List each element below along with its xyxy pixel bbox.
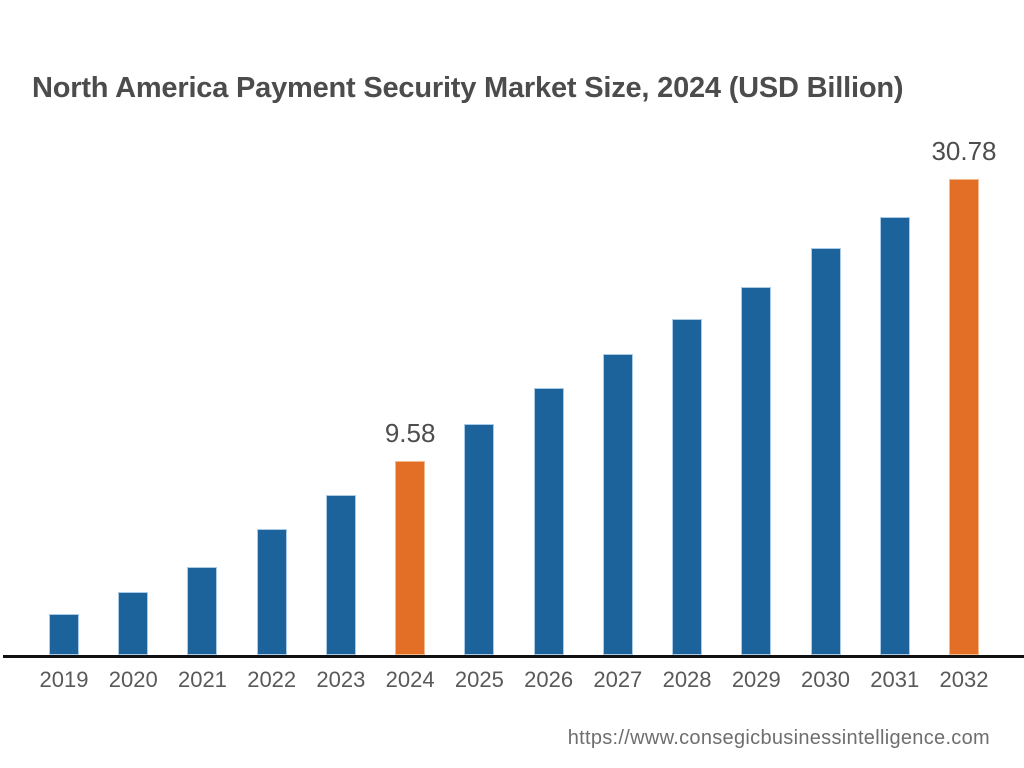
bar-2025 <box>464 424 495 655</box>
bar-2029 <box>741 287 772 655</box>
bar-2020 <box>118 592 149 655</box>
x-tick-2029: 2029 <box>731 667 781 692</box>
x-tick-2027: 2027 <box>593 667 643 692</box>
chart-title: North America Payment Security Market Si… <box>32 72 904 104</box>
bar-2022 <box>256 529 287 655</box>
x-tick-2019: 2019 <box>39 667 89 692</box>
x-tick-2022: 2022 <box>247 667 297 692</box>
value-label-2032: 30.78 <box>931 136 997 166</box>
bar-2028 <box>672 319 703 655</box>
x-tick-2031: 2031 <box>870 667 920 692</box>
x-tick-2024: 2024 <box>385 667 435 692</box>
x-axis-line <box>3 655 1024 658</box>
bar-2019 <box>49 614 79 655</box>
bar-2023 <box>325 495 356 655</box>
source-url: https://www.consegicbusinessintelligence… <box>567 727 990 749</box>
bar-2027 <box>602 354 633 655</box>
x-tick-2021: 2021 <box>177 667 227 692</box>
x-tick-2030: 2030 <box>801 667 850 692</box>
bar-2021 <box>187 567 218 655</box>
bar-2026 <box>533 388 564 655</box>
bar-2031 <box>879 217 910 655</box>
x-tick-2032: 2032 <box>939 667 989 692</box>
bar-2030 <box>810 248 841 655</box>
x-tick-2020: 2020 <box>108 667 158 692</box>
bar-2024 <box>395 461 426 655</box>
bar-2032 <box>948 179 979 655</box>
x-tick-2028: 2028 <box>662 667 712 692</box>
x-tick-2026: 2026 <box>524 667 574 692</box>
value-label-2024: 9.58 <box>384 418 436 448</box>
x-tick-2023: 2023 <box>316 667 366 692</box>
x-tick-2025: 2025 <box>454 667 504 692</box>
